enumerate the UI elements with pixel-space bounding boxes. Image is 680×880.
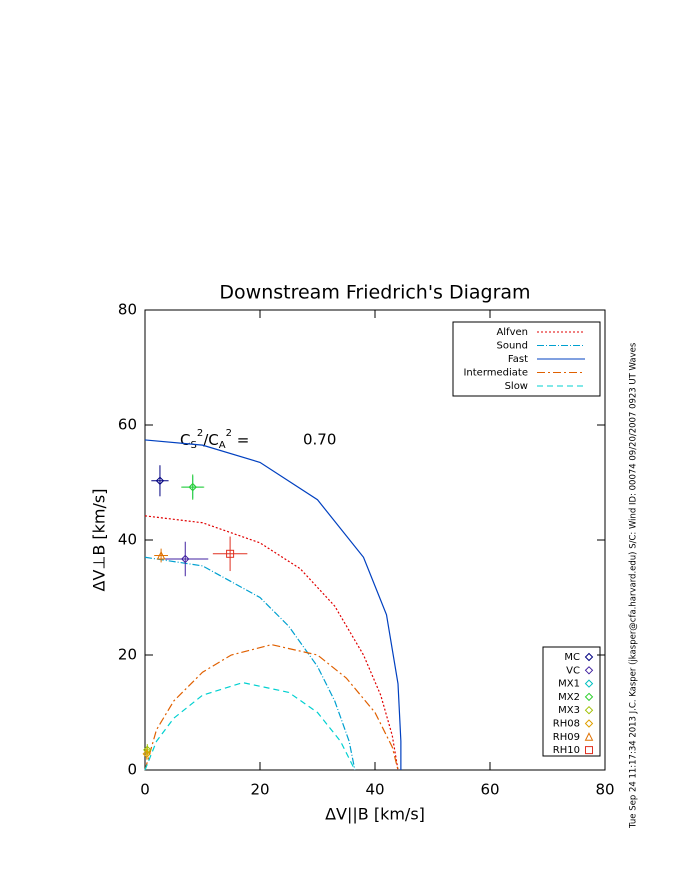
x-tick-label: 40 bbox=[365, 781, 384, 799]
plot-frame bbox=[144, 309, 606, 771]
x-axis-label: ΔV||B [km/s] bbox=[325, 805, 425, 824]
legend-label: MX2 bbox=[558, 692, 580, 703]
annotation-value: 0.70 bbox=[303, 431, 336, 449]
point-marker bbox=[188, 482, 197, 492]
annotation: CS2/CA2 = bbox=[180, 428, 249, 451]
annotation-part: A bbox=[219, 440, 226, 451]
curve bbox=[144, 515, 399, 771]
legend-label: MX3 bbox=[558, 705, 580, 716]
legend-label: RH08 bbox=[553, 719, 580, 730]
legend-marker bbox=[584, 719, 594, 728]
annotation-part: /C bbox=[203, 431, 219, 449]
x-tick-label: 80 bbox=[595, 781, 614, 799]
legend-label: RH10 bbox=[553, 745, 580, 756]
curve bbox=[144, 644, 399, 771]
annotation-part: S bbox=[190, 440, 196, 451]
y-tick-label: 0 bbox=[127, 761, 137, 779]
chart-title: Downstream Friedrich's Diagram bbox=[219, 282, 530, 304]
legend-label: Alfven bbox=[496, 327, 528, 338]
y-tick-label: 20 bbox=[118, 646, 137, 664]
annotation-part: C bbox=[180, 431, 190, 449]
annotation-part: = bbox=[232, 431, 249, 449]
legend-marker bbox=[585, 746, 593, 755]
point-marker bbox=[181, 554, 190, 564]
point-marker bbox=[156, 550, 166, 560]
legend-marker bbox=[584, 679, 594, 688]
y-tick-label: 40 bbox=[118, 531, 137, 549]
annotation-part: 2 bbox=[226, 428, 232, 439]
point-marker bbox=[155, 476, 165, 485]
legend-label: Slow bbox=[505, 381, 528, 392]
curve bbox=[144, 681, 356, 771]
curve bbox=[144, 556, 356, 771]
legend-label: RH09 bbox=[553, 732, 580, 743]
annotation-part: 2 bbox=[197, 428, 203, 439]
legend-marker bbox=[584, 705, 594, 715]
point-marker bbox=[226, 549, 235, 558]
y-tick-label: 80 bbox=[118, 301, 137, 319]
legend-label: MC bbox=[564, 652, 580, 663]
curve bbox=[144, 439, 402, 770]
point-marker bbox=[143, 745, 152, 755]
x-tick-label: 0 bbox=[140, 781, 150, 799]
y-axis-label: ΔV⊥B [km/s] bbox=[90, 489, 109, 592]
side-text: Tue Sep 24 11:17:34 2013 J.C. Kasper (jk… bbox=[629, 342, 639, 829]
legend-marker bbox=[584, 666, 594, 675]
x-tick-label: 20 bbox=[250, 781, 269, 799]
legend-label: VC bbox=[566, 665, 580, 676]
point-legend-box bbox=[542, 646, 601, 757]
y-tick-label: 60 bbox=[118, 416, 137, 434]
legend-marker bbox=[584, 732, 594, 741]
legend-marker bbox=[584, 692, 594, 702]
curve-legend-box bbox=[452, 321, 601, 397]
legend-label: Intermediate bbox=[463, 368, 528, 379]
legend-marker bbox=[584, 652, 594, 662]
legend-label: Fast bbox=[508, 354, 528, 365]
legend-label: MX1 bbox=[558, 679, 580, 690]
x-tick-label: 60 bbox=[480, 781, 499, 799]
legend-label: Sound bbox=[497, 341, 529, 352]
point-marker bbox=[142, 749, 151, 759]
